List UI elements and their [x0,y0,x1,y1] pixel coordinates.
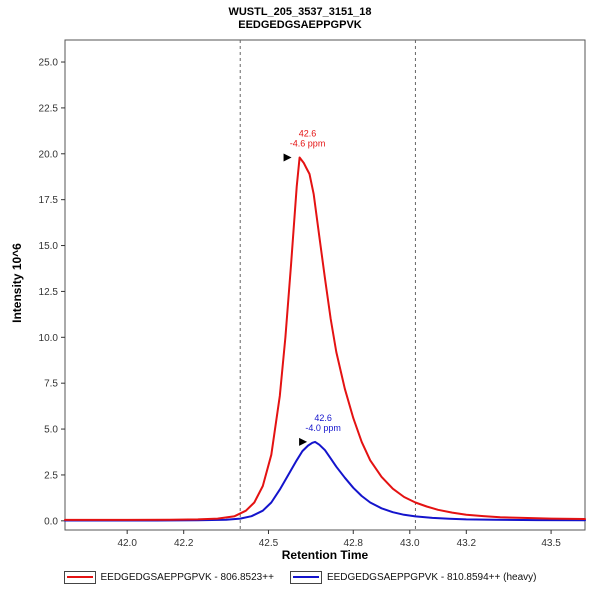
legend-label-light: EEDGEDGSAEPPGPVK - 806.8523++ [100,572,274,583]
legend-swatch-red [63,571,96,584]
y-tick-label: 0.0 [44,516,58,527]
peak-rt-annotation: 42.6 [299,128,317,138]
y-tick-label: 2.5 [44,470,58,481]
y-tick-label: 10.0 [39,333,59,344]
peak-ppm-annotation: -4.0 ppm [305,423,341,433]
y-tick-label: 22.5 [39,103,59,114]
legend-item-heavy: EEDGEDGSAEPPGPVK - 810.8594++ (heavy) [289,571,537,584]
peak-pointer-icon [283,153,292,162]
legend-line-blue [292,576,319,578]
peak-pointer-icon [299,437,308,446]
y-tick-label: 25.0 [39,58,59,69]
y-tick-label: 20.0 [39,149,59,160]
legend-label-heavy: EEDGEDGSAEPPGPVK - 810.8594++ (heavy) [326,572,537,583]
legend-item-light: EEDGEDGSAEPPGPVK - 806.8523++ [63,571,274,584]
y-tick-label: 12.5 [39,287,59,298]
peak-ppm-annotation: -4.6 ppm [290,138,326,148]
y-tick-label: 7.5 [44,379,58,390]
x-axis-label: Retention Time [281,548,369,562]
x-tick-label: 42.2 [174,538,194,549]
plot-area[interactable]: 0.0 2.5 5.0 7.5 10.0 12.5 15.0 17.5 20.0 22.5 25.0… [0,36,600,560]
chromatogram-trace [64,440,586,522]
chromatogram-trace [64,156,586,521]
x-tick-label: 42.5 [259,538,279,549]
y-tick-label: 15.0 [39,241,59,252]
x-tick-label: 43.2 [457,538,477,549]
legend-line-red [66,576,93,578]
legend-swatch-blue [289,571,322,584]
x-tick-label: 43.0 [400,538,420,549]
x-tick-label: 42.0 [117,538,137,549]
chart-title: WUSTL_205_3537_3151_18 [228,6,372,18]
y-tick-label: 5.0 [44,425,58,436]
x-tick-label: 43.5 [541,538,561,549]
legend: EEDGEDGSAEPPGPVK - 806.8523++ EEDGEDGSAE… [0,571,600,584]
y-tick-label: 17.5 [39,195,59,206]
x-tick-label: 42.8 [344,538,364,549]
peak-rt-annotation: 42.6 [314,413,332,423]
chart-subtitle: EEDGEDGSAEPPGPVK [238,19,362,31]
